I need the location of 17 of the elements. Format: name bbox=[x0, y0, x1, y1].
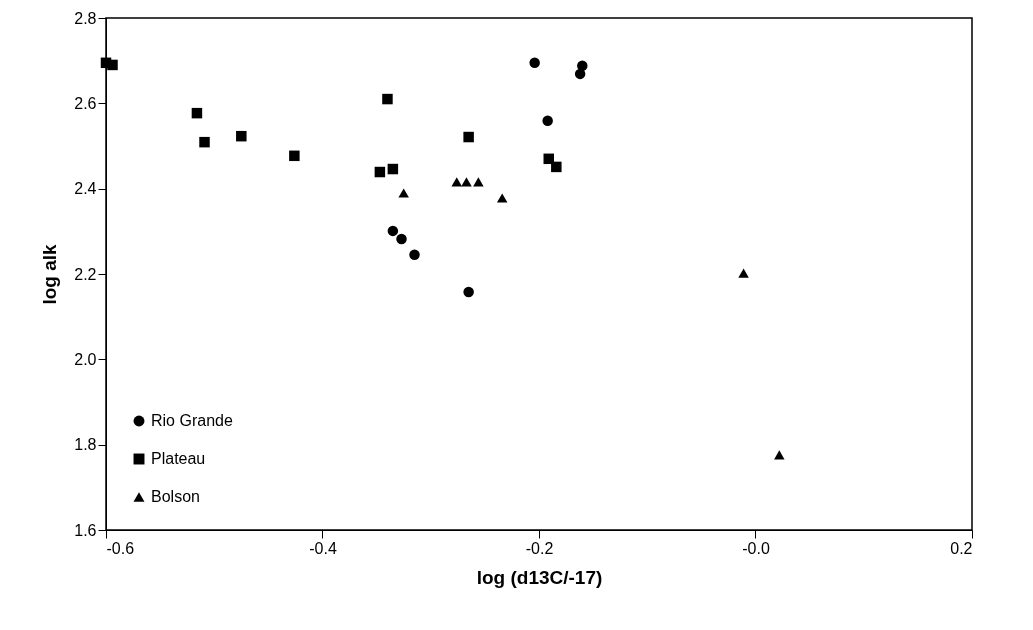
y-tick-label: 2.8 bbox=[74, 9, 97, 27]
y-tick-label: 2.6 bbox=[74, 94, 97, 112]
x-tick-label: -0.2 bbox=[525, 539, 554, 557]
y-tick-label: 2.0 bbox=[74, 350, 97, 368]
y-axis-title: log alk bbox=[39, 243, 61, 305]
x-tick-label: -0.6 bbox=[106, 539, 135, 557]
x-axis-title: log (d13C/-17) bbox=[476, 566, 603, 588]
x-tick-label: -0.4 bbox=[309, 539, 337, 557]
legend-label: Rio Grande bbox=[151, 412, 233, 429]
y-tick-label: 2.4 bbox=[74, 180, 97, 198]
x-tick-label: 0.2 bbox=[950, 539, 973, 557]
y-tick-label: 2.2 bbox=[74, 265, 97, 283]
y-tick-label: 1.6 bbox=[74, 521, 97, 539]
legend-label: Plateau bbox=[151, 450, 206, 467]
y-tick-label: 1.8 bbox=[74, 436, 97, 454]
legend-label: Bolson bbox=[151, 488, 200, 505]
x-tick-label: -0.0 bbox=[742, 539, 770, 557]
